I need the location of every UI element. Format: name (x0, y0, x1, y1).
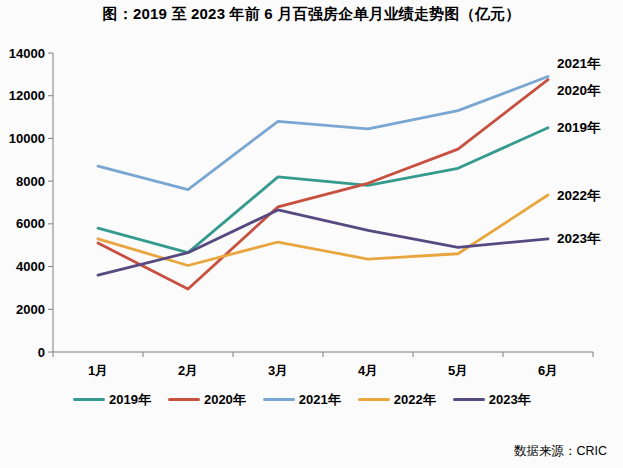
y-axis-tick-label: 0 (38, 345, 45, 360)
x-axis-label: 3月 (268, 363, 288, 378)
chart-legend: 2019年 2020年 2021年 2022年 2023年 (73, 392, 531, 407)
x-axis-label: 1月 (88, 363, 108, 378)
x-axis-label: 2月 (178, 363, 198, 378)
legend-item-2022: 2022年 (358, 392, 436, 407)
legend-label-2019: 2019年 (109, 392, 151, 407)
legend-item-2021: 2021年 (263, 392, 341, 407)
y-axis-tick-label: 2000 (16, 302, 45, 317)
legend-item-2019: 2019年 (73, 392, 151, 407)
y-axis-tick-label: 12000 (9, 88, 45, 103)
legend-item-2020: 2020年 (168, 392, 246, 407)
series-line-2019 (98, 128, 548, 253)
series-end-label-2021: 2021年 (557, 56, 601, 71)
legend-swatch-2021 (263, 398, 295, 401)
y-axis-tick-label: 6000 (16, 216, 45, 231)
y-axis-tick-label: 4000 (16, 259, 45, 274)
legend-swatch-2022 (358, 398, 390, 401)
series-line-2023 (98, 210, 548, 275)
legend-swatch-2020 (168, 398, 200, 401)
legend-swatch-2019 (73, 398, 105, 401)
y-axis-tick-label: 10000 (9, 131, 45, 146)
legend-item-2023: 2023年 (453, 392, 531, 407)
legend-label-2021: 2021年 (299, 392, 341, 407)
x-axis-label: 6月 (538, 363, 558, 378)
series-end-label-2020: 2020年 (557, 83, 601, 98)
data-source-label: 数据来源：CRIC (514, 443, 607, 460)
legend-label-2023: 2023年 (489, 392, 531, 407)
y-axis-tick-label: 14000 (9, 46, 45, 61)
legend-label-2022: 2022年 (394, 392, 436, 407)
x-axis-label: 4月 (358, 363, 378, 378)
series-line-2022 (98, 195, 548, 265)
chart-page: 图：2019 至 2023 年前 6 月百强房企单月业绩走势图（亿元） 0200… (0, 0, 623, 468)
x-axis-label: 5月 (448, 363, 468, 378)
series-end-label-2022: 2022年 (557, 188, 601, 203)
y-axis-tick-label: 8000 (16, 174, 45, 189)
legend-swatch-2023 (453, 398, 485, 401)
line-chart-canvas: 0 2000 4000 6000 8000 10000 12000 14000 1月 2月 3月 4月… (0, 0, 623, 386)
series-end-label-2023: 2023年 (557, 231, 601, 246)
series-end-label-2019: 2019年 (557, 120, 601, 135)
legend-label-2020: 2020年 (204, 392, 246, 407)
